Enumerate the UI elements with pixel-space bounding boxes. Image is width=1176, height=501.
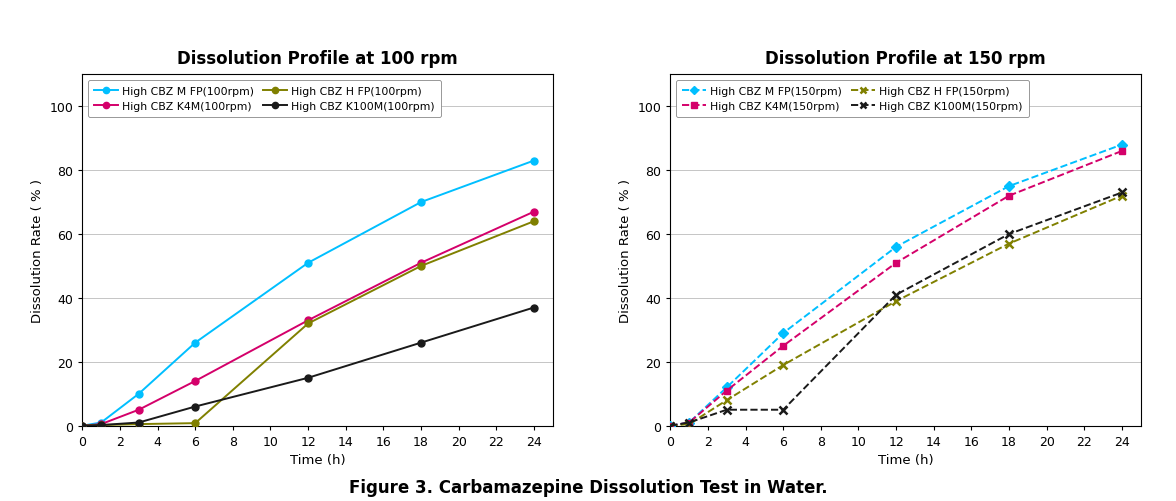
X-axis label: Time (h): Time (h) bbox=[877, 453, 934, 466]
Y-axis label: Dissolution Rate ( % ): Dissolution Rate ( % ) bbox=[619, 179, 632, 322]
Y-axis label: Dissolution Rate ( % ): Dissolution Rate ( % ) bbox=[31, 179, 44, 322]
Title: Dissolution Profile at 100 rpm: Dissolution Profile at 100 rpm bbox=[178, 50, 457, 68]
Legend: High CBZ M FP(150rpm), High CBZ K4M(150rpm), High CBZ H FP(150rpm), High CBZ K10: High CBZ M FP(150rpm), High CBZ K4M(150r… bbox=[676, 81, 1029, 118]
X-axis label: Time (h): Time (h) bbox=[289, 453, 346, 466]
Title: Dissolution Profile at 150 rpm: Dissolution Profile at 150 rpm bbox=[766, 50, 1045, 68]
Legend: High CBZ M FP(100rpm), High CBZ K4M(100rpm), High CBZ H FP(100rpm), High CBZ K10: High CBZ M FP(100rpm), High CBZ K4M(100r… bbox=[88, 81, 441, 118]
Text: Figure 3. Carbamazepine Dissolution Test in Water.: Figure 3. Carbamazepine Dissolution Test… bbox=[349, 478, 827, 496]
